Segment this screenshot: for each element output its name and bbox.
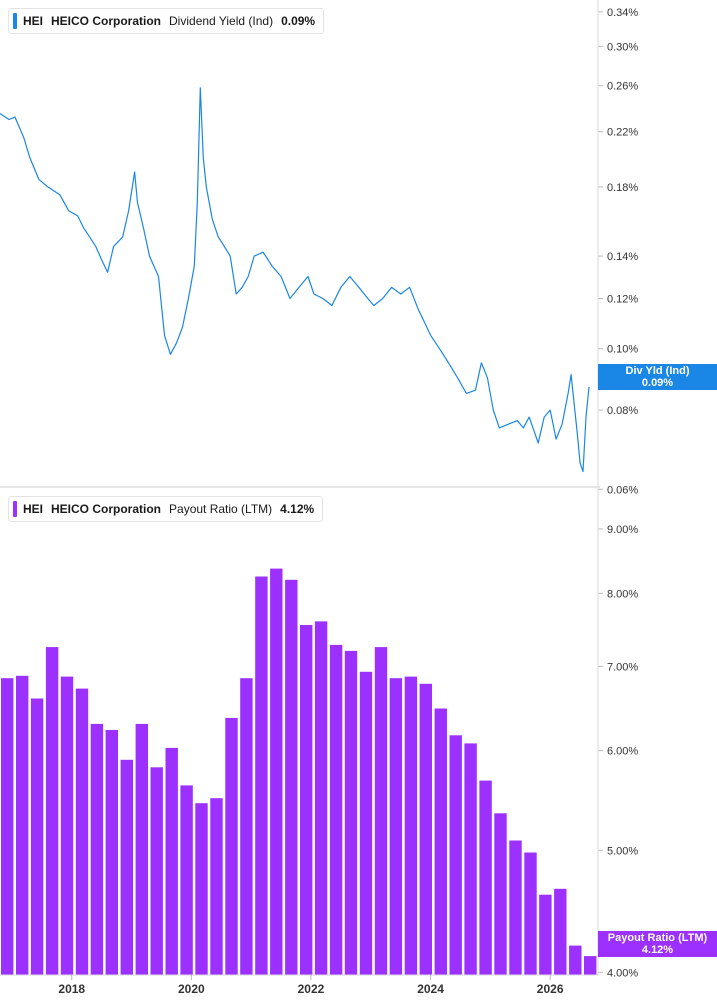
payout-ratio-bar[interactable] — [90, 723, 104, 975]
legend-metric: Dividend Yield (Ind) — [169, 14, 274, 28]
dividend-yield-value-tag: Div Yld (Ind) 0.09% — [598, 364, 717, 390]
legend-company: HEICO Corporation — [51, 502, 162, 516]
payout-ratio-bar[interactable] — [210, 798, 223, 975]
payout-ratio-bar[interactable] — [150, 767, 163, 975]
payout-ratio-axis: 4.00% 5.00% 6.00% 7.00% 8.00% 9.00% — [598, 524, 638, 979]
payout-ratio-bar[interactable] — [344, 650, 358, 975]
payout-ratio-bar[interactable] — [479, 780, 492, 975]
y-tick-label: 0.34% — [607, 7, 638, 19]
payout-ratio-bar[interactable] — [434, 708, 447, 976]
dividend-yield-legend[interactable]: HEI HEICO Corporation Dividend Yield (In… — [8, 8, 325, 34]
dividend-yield-panel: 0.06% 0.08% 0.10% 0.12% 0.14% 0.18% 0.22% 0.26%… — [0, 7, 638, 496]
legend-value: 4.12% — [280, 502, 315, 516]
payout-ratio-bar[interactable] — [45, 647, 59, 975]
payout-ratio-panel: 4.00% 5.00% 6.00% 7.00% 8.00% 9.00% — [1, 524, 638, 979]
payout-ratio-bar[interactable] — [240, 678, 253, 975]
payout-ratio-bar[interactable] — [374, 647, 388, 975]
y-tick-label: 0.14% — [607, 251, 638, 263]
x-tick-label: 2020 — [178, 982, 205, 996]
y-tick-label: 7.00% — [607, 661, 638, 673]
dividend-yield-swatch — [13, 13, 17, 29]
payout-ratio-bar[interactable] — [494, 813, 507, 975]
payout-ratio-bar[interactable] — [285, 579, 298, 975]
payout-ratio-bar[interactable] — [225, 717, 238, 975]
payout-ratio-bar[interactable] — [389, 678, 403, 975]
legend-ticker: HEI — [23, 14, 44, 28]
payout-ratio-bar[interactable] — [359, 671, 373, 975]
y-tick-label: 0.30% — [607, 41, 638, 53]
legend-company: HEICO Corporation — [51, 14, 162, 28]
payout-ratio-bar[interactable] — [584, 956, 597, 975]
legend-ticker: HEI — [23, 502, 44, 516]
x-tick-label: 2024 — [417, 982, 444, 996]
legend-value: 0.09% — [281, 14, 316, 28]
payout-ratio-bar[interactable] — [120, 759, 133, 975]
y-tick-label: 5.00% — [607, 845, 638, 857]
payout-ratio-bar[interactable] — [105, 730, 118, 975]
payout-ratio-bar[interactable] — [16, 675, 29, 975]
tag-value: 0.09% — [641, 377, 674, 389]
payout-ratio-bar[interactable] — [524, 852, 537, 976]
payout-ratio-bar[interactable] — [554, 888, 567, 975]
y-tick-label: 0.22% — [607, 127, 638, 139]
tag-label: Payout Ratio (LTM) — [607, 932, 708, 944]
y-tick-label: 0.12% — [607, 294, 638, 306]
payout-ratio-bar[interactable] — [1, 678, 14, 975]
payout-ratio-bar[interactable] — [419, 683, 432, 975]
payout-ratio-bar[interactable] — [255, 576, 268, 976]
payout-ratio-bar[interactable] — [449, 735, 462, 975]
dividend-yield-line[interactable] — [0, 87, 590, 473]
date-axis: 2018 2020 2022 2024 2026 — [0, 974, 598, 996]
payout-ratio-swatch — [13, 501, 17, 517]
legend-metric: Payout Ratio (LTM) — [169, 502, 273, 516]
payout-ratio-bar[interactable] — [509, 840, 522, 976]
y-tick-label: 9.00% — [607, 524, 638, 536]
payout-ratio-bar[interactable] — [329, 644, 343, 975]
y-tick-label: 0.26% — [607, 81, 638, 93]
payout-ratio-bar[interactable] — [30, 698, 44, 976]
y-tick-label: 0.08% — [607, 405, 638, 417]
payout-ratio-bar[interactable] — [464, 743, 477, 975]
payout-ratio-bar[interactable] — [165, 747, 178, 975]
y-tick-label: 8.00% — [607, 588, 638, 600]
payout-ratio-value-tag: Payout Ratio (LTM) 4.12% — [598, 931, 717, 957]
payout-ratio-bar[interactable] — [60, 676, 74, 975]
y-tick-label: 0.10% — [607, 344, 638, 356]
tag-value: 4.12% — [641, 944, 674, 956]
payout-ratio-bar[interactable] — [539, 894, 552, 975]
y-tick-label: 6.00% — [607, 746, 638, 758]
payout-ratio-bar[interactable] — [195, 803, 208, 975]
x-tick-label: 2018 — [58, 982, 85, 996]
payout-ratio-bar[interactable] — [270, 568, 283, 975]
payout-ratio-bar[interactable] — [314, 621, 328, 975]
payout-ratio-bar[interactable] — [300, 625, 313, 975]
tag-label: Div Yld (Ind) — [625, 365, 690, 377]
y-tick-label: 0.18% — [607, 182, 638, 194]
y-tick-label: 4.00% — [607, 967, 638, 979]
payout-ratio-legend[interactable]: HEI HEICO Corporation Payout Ratio (LTM)… — [8, 496, 324, 522]
payout-ratio-bars — [1, 568, 597, 976]
y-tick-label: 0.06% — [607, 484, 638, 496]
x-tick-label: 2026 — [537, 982, 564, 996]
payout-ratio-bar[interactable] — [135, 723, 148, 975]
payout-ratio-bar[interactable] — [75, 688, 89, 975]
payout-ratio-bar[interactable] — [180, 785, 193, 975]
payout-ratio-bar[interactable] — [404, 676, 418, 975]
payout-ratio-bar[interactable] — [569, 945, 582, 975]
x-tick-label: 2022 — [298, 982, 325, 996]
dividend-yield-axis: 0.06% 0.08% 0.10% 0.12% 0.14% 0.18% 0.22% 0.26%… — [598, 7, 638, 496]
